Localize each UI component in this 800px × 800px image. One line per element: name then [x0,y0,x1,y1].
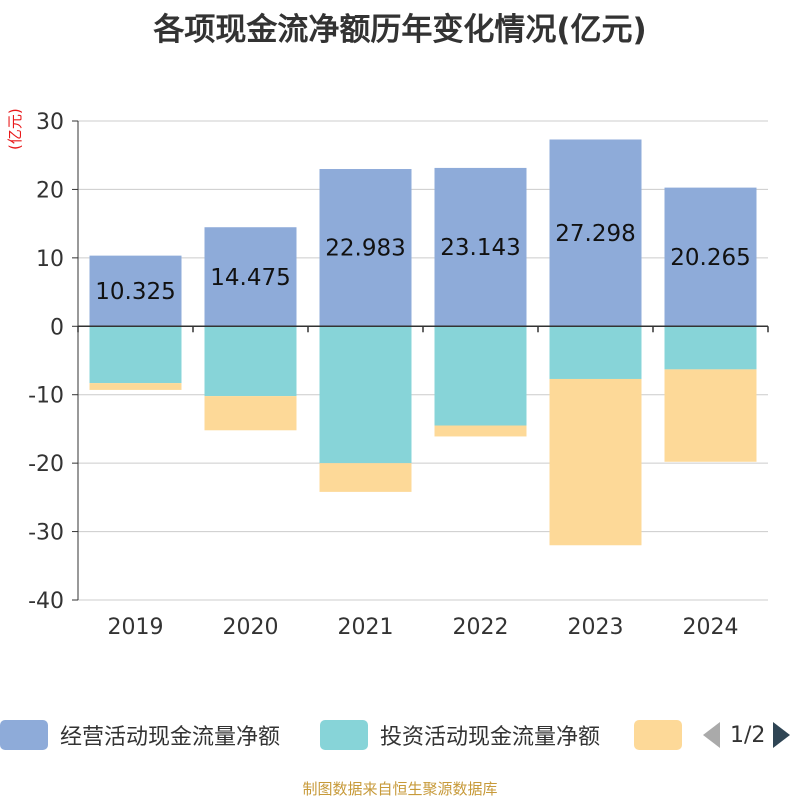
data-label: 14.475 [210,265,290,291]
bar-series2-2024 [664,326,757,370]
y-tick-label: 30 [36,110,64,135]
legend-swatch-investing [320,720,368,750]
bar-series1-2024 [664,187,757,327]
legend-label-investing: 投资活动现金流量净额 [380,725,601,750]
bar-series2-2023 [549,326,642,379]
legend-label-operating: 经营活动现金流量净额 [60,725,281,750]
data-source-note: 制图数据来自恒生聚源数据库 [302,780,498,798]
legend-swatch-operating [0,720,48,750]
legend-item-third[interactable] [634,718,682,752]
legend: 经营活动现金流量净额 投资活动现金流量净额 [0,718,800,752]
bar-series2-2019 [89,326,182,384]
bar-series3-2019 [89,383,182,390]
data-label: 20.265 [670,245,750,271]
legend-swatch-third [634,720,682,750]
bar-series2-2020 [204,326,297,397]
bar-series2-2022 [434,326,527,426]
bar-series3-2020 [204,396,297,431]
y-tick-label: -30 [28,521,64,546]
y-tick-label: 20 [36,178,64,203]
x-tick-label: 2019 [108,615,164,640]
data-label: 27.298 [555,221,635,247]
x-tick-label: 2024 [683,615,739,640]
x-tick-label: 2021 [338,615,394,640]
bar-series1-2023 [549,139,642,327]
bar-series1-2022 [434,167,527,327]
y-tick-label: 0 [50,315,64,340]
data-label: 23.143 [440,235,520,261]
legend-item-operating[interactable]: 经营活动现金流量净额 [0,718,280,752]
legend-next-page-icon[interactable] [773,722,791,748]
bar-series1-2021 [319,169,412,327]
chart-title: 各项现金流净额历年变化情况(亿元) [153,12,647,48]
x-tick-label: 2022 [453,615,509,640]
y-tick-label: -10 [28,384,64,409]
bar-series2-2021 [319,326,412,464]
bar-series3-2023 [549,378,642,546]
bar-series3-2021 [319,463,412,492]
legend-pager: 1/2 [700,718,800,752]
y-tick-label: 10 [36,247,64,272]
legend-page-indicator: 1/2 [730,722,766,748]
legend-prev-page-icon[interactable] [703,722,720,748]
y-tick-label: -20 [28,452,64,477]
x-tick-label: 2023 [568,615,624,640]
data-label: 10.325 [95,279,175,305]
data-label: 22.983 [325,236,405,262]
chart-canvas: 30 20 10 0 -10 -20 -30 -40 10.325 2019 14.475 2020 2… [28,110,769,640]
y-tick-label: -40 [28,589,64,614]
bar-series3-2024 [664,369,757,462]
x-tick-label: 2020 [223,615,279,640]
legend-item-investing[interactable]: 投资活动现金流量净额 [320,718,600,752]
bar-series3-2022 [434,425,527,437]
bar-series1-2020 [204,227,297,327]
bar-series1-2019 [89,255,182,327]
